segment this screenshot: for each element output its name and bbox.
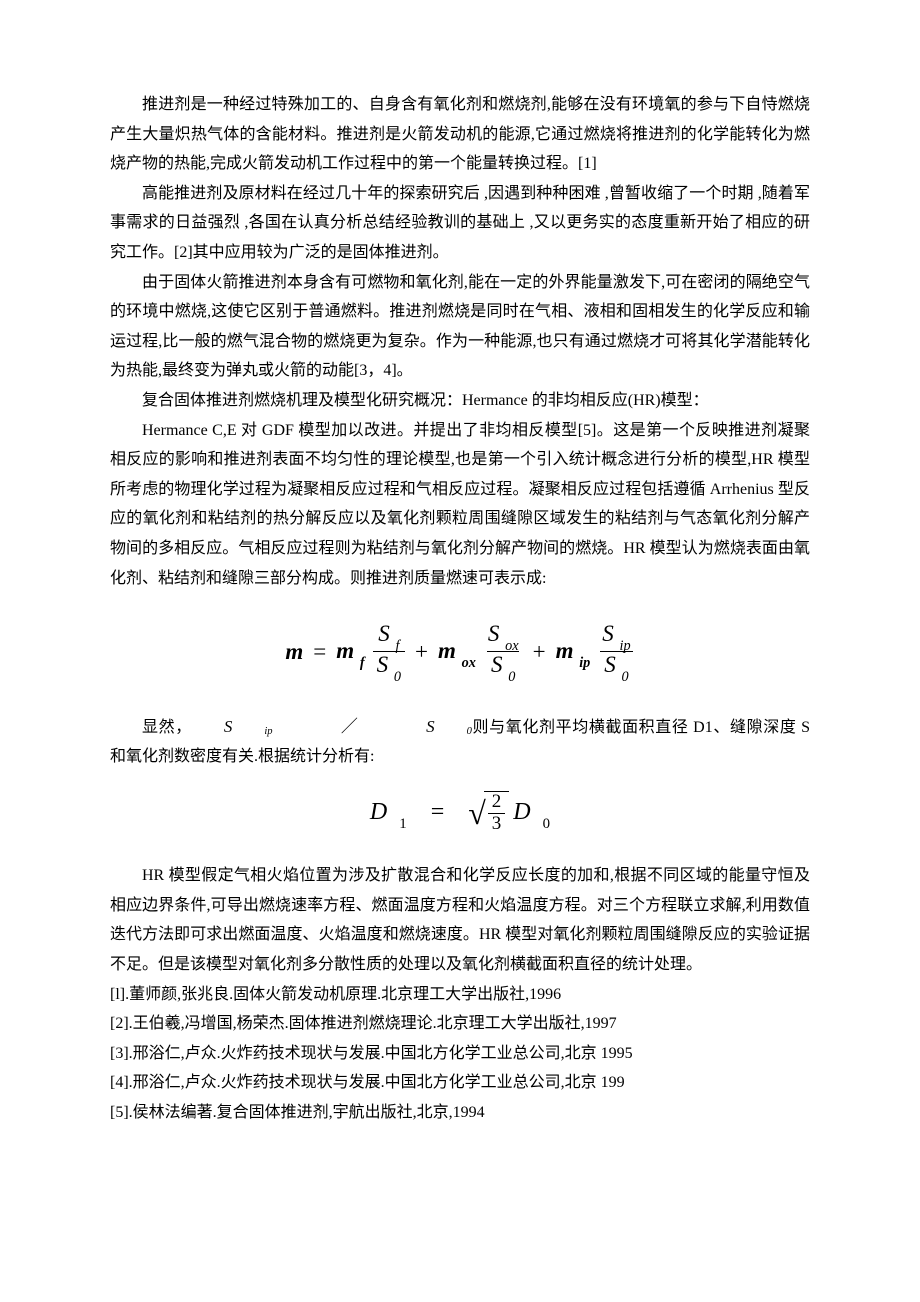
reference-5: [5].侯林法编著.复合固体推进剂,宇航出版社,北京,1994 [110, 1098, 810, 1128]
eq1-term-1: m f S f S 0 [336, 621, 405, 683]
eq1-equals: = [313, 631, 326, 674]
eq1-t2-num-sub: ox [505, 638, 518, 654]
eq1-t1-den-sub: 0 [394, 669, 401, 685]
paragraph-5: Hermance C,E 对 GDF 模型加以改进。并提出了非均相反模型[5]。… [110, 416, 810, 594]
eq1-t3-num: S [602, 621, 614, 646]
eq1-term-3: m ip S ip S 0 [556, 621, 635, 683]
eq1-t1-den: S [377, 652, 389, 677]
ratio-num-sub: ip [232, 722, 272, 742]
ratio-slash: ／ [309, 711, 358, 742]
eq2-frac-den: 3 [488, 813, 506, 835]
paragraph-7: HR 模型假定气相火焰位置为涉及扩散混合和化学反应长度的加和,根据不同区域的能量… [110, 861, 810, 979]
eq1-t2-coef: m [438, 638, 456, 663]
eq1-t3-num-sub: ip [620, 638, 631, 654]
ratio-num: S [192, 711, 233, 742]
eq2-lhs-base: D [370, 799, 387, 825]
ratio-den: S [394, 711, 435, 742]
eq1-plus-2: + [533, 631, 546, 674]
eq1-t2-coef-sub: ox [462, 655, 476, 671]
inline-ratio: Sip ／ S0 [192, 711, 472, 742]
paragraph-1: 推进剂是一种经过特殊加工的、自身含有氧化剂和燃烧剂,能够在没有环境氧的参与下自恃… [110, 90, 810, 179]
paragraph-2: 高能推进剂及原材料在经过几十年的探索研究后 ,因遇到种种困难 ,曾暂收缩了一个时… [110, 179, 810, 268]
reference-3: [3].邢浴仁,卢众.火炸药技术现状与发展.中国北方化学工业总公司,北京 199… [110, 1039, 810, 1069]
equation-2: D 1 = √ 2 3 D 0 [110, 790, 810, 835]
eq2-lhs: D 1 [370, 790, 407, 835]
reference-2: [2].王伯羲,冯增国,杨荣杰.固体推进剂燃烧理论.北京理工大学出版社,1997 [110, 1009, 810, 1039]
eq1-t1-coef: m [336, 638, 354, 663]
paragraph-3: 由于固体火箭推进剂本身含有可燃物和氧化剂,能在一定的外界能量激发下,可在密闭的隔… [110, 268, 810, 386]
paragraph-6: 显然，Sip ／ S0则与氧化剂平均横截面积直径 D1、缝隙深度 S 和氧化剂数… [110, 711, 810, 772]
eq1-t2-den: S [491, 652, 503, 677]
reference-1: [l].董师颜,张兆良.固体火箭发动机原理.北京理工大学出版社,1996 [110, 980, 810, 1010]
eq1-t1-coef-sub: f [360, 655, 365, 671]
paragraph-4: 复合固体推进剂燃烧机理及模型化研究概况：Hermance 的非均相反应(HR)模… [110, 386, 810, 416]
eq1-t2-num: S [488, 621, 500, 646]
eq1-lhs: m [285, 631, 303, 674]
eq1-t1-num-sub: f [395, 638, 399, 654]
eq1-term-2: m ox S ox S 0 [438, 621, 523, 683]
eq1-t3-den-sub: 0 [622, 669, 629, 685]
eq1-t3-den: S [604, 652, 616, 677]
eq1-t2-den-sub: 0 [508, 669, 515, 685]
eq1-t1-num: S [378, 621, 390, 646]
eq1-t3-coef: m [556, 638, 574, 663]
eq2-rhs-sub: 0 [543, 816, 550, 832]
eq2-equals: = [431, 790, 445, 834]
eq1-t3-coef-sub: ip [579, 655, 590, 671]
eq1-plus-1: + [415, 631, 428, 674]
equation-1: m = m f S f S 0 + m ox S ox S 0 + m ip S… [110, 621, 810, 683]
eq2-rhs-base: D [513, 799, 530, 825]
ratio-den-sub: 0 [435, 722, 472, 742]
reference-4: [4].邢浴仁,卢众.火炸药技术现状与发展.中国北方化学工业总公司,北京 199 [110, 1068, 810, 1098]
eq2-rhs: √ 2 3 D 0 [468, 790, 550, 835]
eq2-lhs-sub: 1 [399, 816, 406, 832]
eq2-frac-num: 2 [488, 792, 506, 813]
p6-prefix: 显然， [142, 719, 192, 736]
